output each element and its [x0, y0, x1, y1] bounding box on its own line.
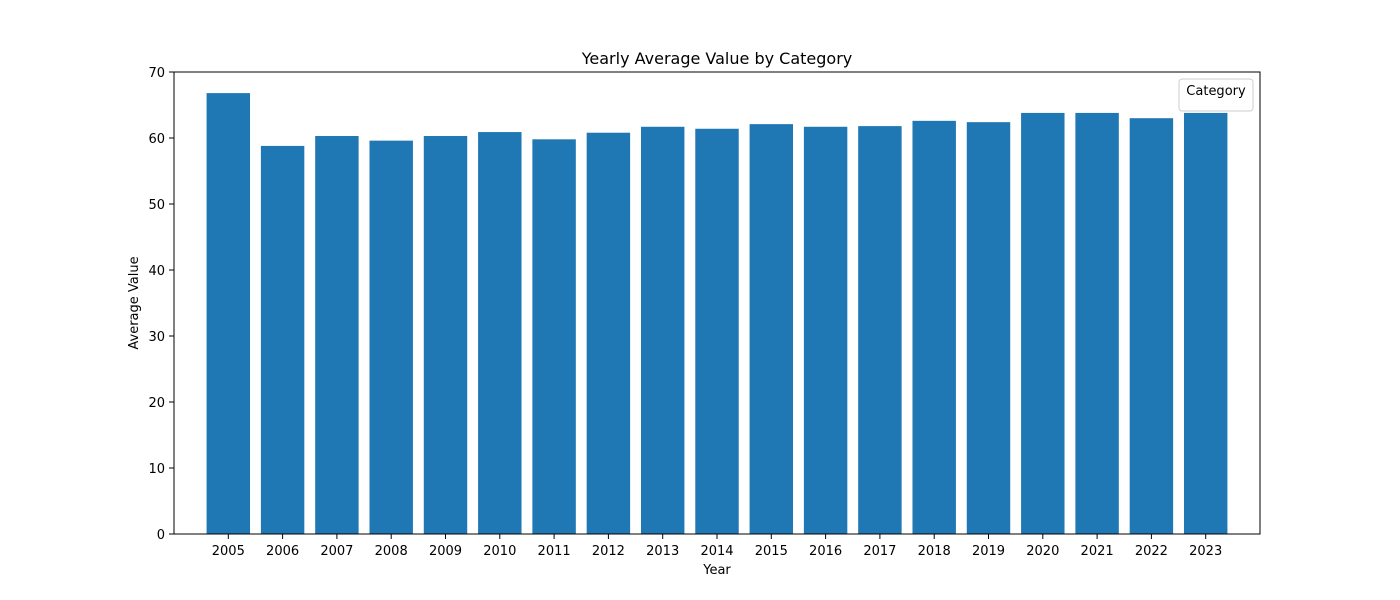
bars-group — [206, 93, 1228, 535]
bar-2005 — [206, 93, 251, 535]
y-tick-label: 30 — [148, 330, 165, 345]
bar-2011 — [532, 139, 576, 534]
x-tick-label: 2015 — [755, 544, 788, 559]
x-tick-label: 2010 — [483, 544, 516, 559]
x-tick-label: 2011 — [538, 544, 571, 559]
x-tick-label: 2023 — [1189, 544, 1222, 559]
bar-2015 — [749, 124, 794, 534]
x-tick-label: 2009 — [429, 544, 462, 559]
y-axis-label: Average Value — [127, 256, 142, 349]
y-tick-label: 70 — [148, 66, 165, 81]
chart-title: Yearly Average Value by Category — [581, 49, 852, 68]
x-tick-label: 2008 — [375, 544, 408, 559]
bar-2017 — [858, 126, 902, 535]
y-tick-label: 0 — [157, 528, 165, 543]
bar-2008 — [369, 140, 413, 534]
x-tick-label: 2020 — [1026, 544, 1059, 559]
y-tick-label: 10 — [148, 462, 165, 477]
x-tick-label: 2022 — [1135, 544, 1168, 559]
x-tick-label: 2005 — [212, 544, 245, 559]
x-tick-label: 2019 — [972, 544, 1005, 559]
y-tick-label: 50 — [148, 198, 165, 213]
bar-2018 — [912, 120, 956, 534]
x-tick-label: 2017 — [863, 544, 896, 559]
y-axis-ticks: 0 10 20 30 40 50 60 70 — [148, 66, 174, 543]
x-axis-ticks: 2005 2006 2007 2008 2009 2010 2011 2012 2013 2014… — [212, 534, 1222, 559]
y-tick-label: 20 — [148, 396, 165, 411]
bar-2006 — [260, 145, 305, 535]
bar-2014 — [695, 128, 739, 534]
x-tick-label: 2021 — [1081, 544, 1114, 559]
bar-2019 — [966, 122, 1011, 534]
bar-2013 — [640, 126, 685, 534]
y-tick-label: 40 — [148, 264, 165, 279]
bar-2020 — [1021, 112, 1065, 535]
bar-2010 — [478, 132, 522, 534]
x-tick-label: 2013 — [646, 544, 679, 559]
bar-2021 — [1075, 112, 1119, 535]
bar-2007 — [315, 136, 359, 534]
bar-2016 — [803, 126, 848, 534]
x-axis-label: Year — [702, 563, 731, 578]
plot-frame — [173, 71, 1261, 535]
legend: Category — [1178, 78, 1254, 112]
x-tick-label: 2012 — [592, 544, 625, 559]
bar-2012 — [586, 132, 631, 534]
bar-2009 — [423, 136, 468, 534]
y-tick-label: 60 — [148, 132, 165, 147]
bar-2023 — [1183, 112, 1228, 535]
bar-2022 — [1129, 118, 1174, 534]
x-tick-label: 2014 — [700, 544, 733, 559]
x-tick-label: 2016 — [809, 544, 842, 559]
x-tick-label: 2006 — [266, 544, 299, 559]
legend-title: Category — [1186, 84, 1246, 99]
x-tick-label: 2007 — [320, 544, 353, 559]
legend-box — [1178, 78, 1254, 112]
x-tick-label: 2018 — [918, 544, 951, 559]
